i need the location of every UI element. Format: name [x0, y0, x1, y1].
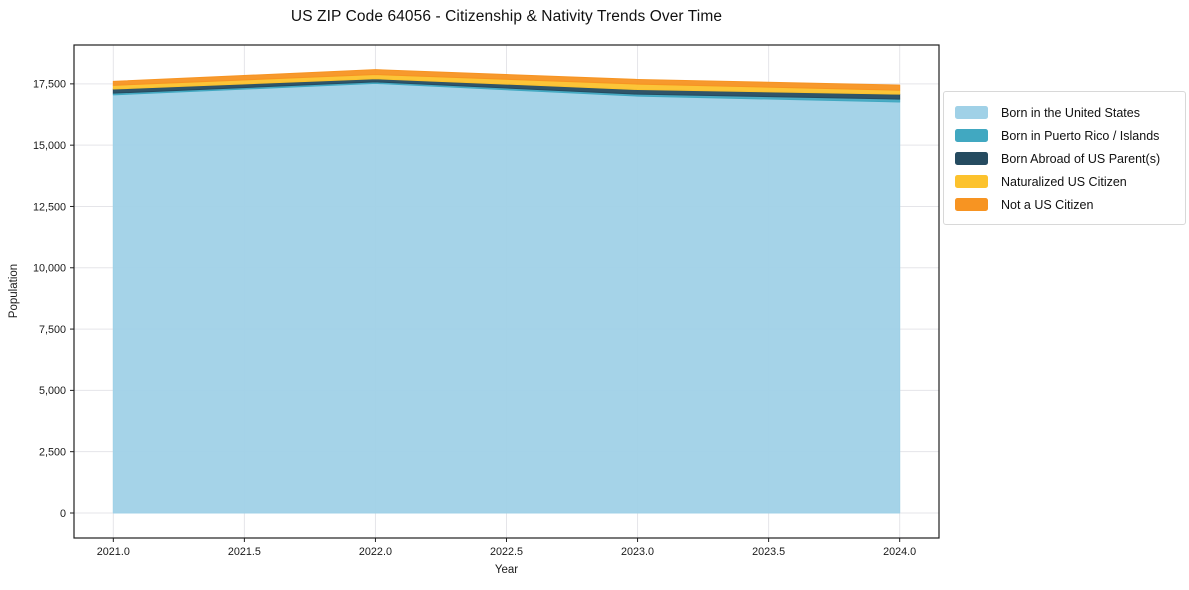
y-tick-label: 15,000 — [33, 140, 66, 152]
legend-label: Not a US Citizen — [1001, 197, 1094, 212]
chart-title: US ZIP Code 64056 - Citizenship & Nativi… — [290, 8, 723, 25]
area-series-not-a-us-citizen — [112, 69, 901, 91]
legend-label: Born in Puerto Rico / Islands — [1001, 128, 1160, 143]
legend-item-born-in-the-united-states: Born in the United States — [955, 101, 1174, 124]
legend-swatch-icon — [955, 106, 988, 119]
legend-swatch-icon — [955, 152, 988, 165]
legend-item-born-abroad-of-us-parent-s: Born Abroad of US Parent(s) — [955, 147, 1174, 170]
legend-item-not-a-us-citizen: Not a US Citizen — [955, 193, 1174, 216]
y-tick-label: 0 — [60, 508, 66, 520]
legend-label: Born in the United States — [1001, 105, 1140, 120]
legend: Born in the United States Born in Puerto … — [943, 91, 1186, 225]
x-tick-label: 2022.5 — [490, 546, 523, 558]
legend-label: Born Abroad of US Parent(s) — [1001, 151, 1161, 166]
y-tick-label: 5,000 — [39, 385, 66, 397]
x-tick-label: 2021.0 — [97, 546, 130, 558]
area-series-born-in-the-united-states — [112, 82, 901, 514]
plot-frame — [73, 44, 940, 539]
y-tick-label: 12,500 — [33, 201, 66, 213]
x-tick-label: 2023.5 — [752, 546, 785, 558]
y-axis-title: Population — [8, 263, 20, 319]
x-tick-label: 2024.0 — [883, 546, 916, 558]
legend-label: Naturalized US Citizen — [1001, 174, 1127, 189]
legend-swatch-icon — [955, 129, 988, 142]
x-tick-label: 2022.0 — [359, 546, 392, 558]
x-tick-label: 2021.5 — [228, 546, 261, 558]
y-tick-label: 10,000 — [33, 263, 66, 275]
legend-swatch-icon — [955, 175, 988, 188]
y-tick-label: 7,500 — [39, 324, 66, 336]
x-axis-title: Year — [494, 564, 519, 576]
y-tick-label: 17,500 — [33, 79, 66, 91]
x-tick-label: 2023.0 — [621, 546, 654, 558]
legend-swatch-icon — [955, 198, 988, 211]
y-tick-label: 2,500 — [39, 446, 66, 458]
legend-item-born-in-puerto-rico-islands: Born in Puerto Rico / Islands — [955, 124, 1174, 147]
legend-item-naturalized-us-citizen: Naturalized US Citizen — [955, 170, 1174, 193]
